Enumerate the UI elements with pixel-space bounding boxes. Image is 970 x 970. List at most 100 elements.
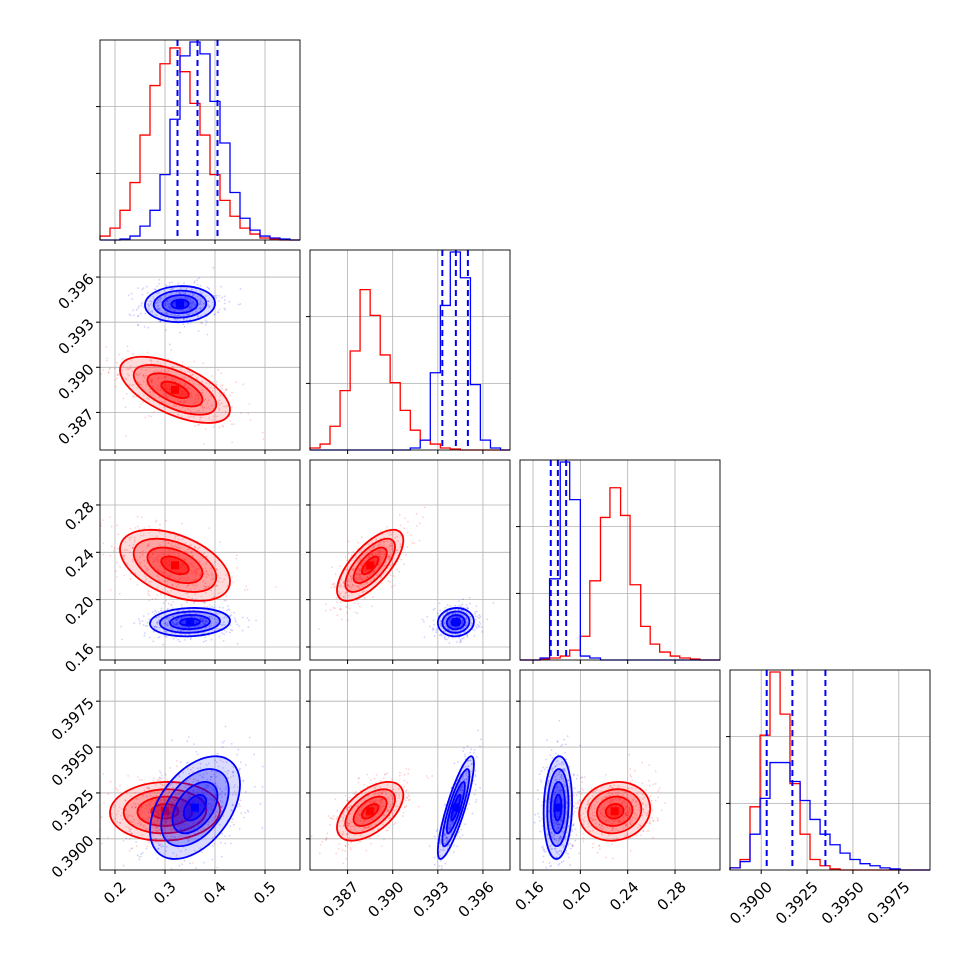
scatter-point: [137, 373, 140, 376]
scatter-point: [609, 785, 611, 787]
scatter-point: [166, 817, 168, 820]
scatter-point: [375, 773, 378, 776]
density-peak-red: [161, 807, 169, 816]
scatter-point: [214, 585, 217, 588]
scatter-point: [142, 380, 145, 383]
scatter-point: [184, 639, 186, 641]
scatter-point: [444, 630, 447, 633]
scatter-point: [129, 821, 132, 823]
scatter-point: [170, 288, 173, 291]
scatter-point: [142, 534, 145, 536]
scatter-point: [382, 790, 385, 793]
scatter-point: [187, 322, 190, 325]
scatter-point: [196, 296, 199, 298]
scatter-point: [179, 578, 182, 580]
scatter-point: [346, 584, 349, 586]
scatter-point: [373, 545, 375, 548]
scatter-point: [188, 612, 191, 615]
scatter-point: [432, 629, 434, 632]
scatter-point: [392, 789, 394, 791]
scatter-point: [615, 828, 617, 830]
scatter-point: [219, 787, 222, 790]
scatter-point: [170, 806, 173, 809]
scatter-point: [344, 845, 347, 847]
scatter-point: [152, 821, 155, 823]
scatter-point: [160, 804, 163, 807]
scatter-point: [189, 300, 192, 303]
scatter-point: [179, 815, 182, 818]
scatter-point: [128, 820, 131, 823]
scatter-point: [230, 614, 233, 617]
scatter-point: [146, 351, 149, 354]
scatter-point: [205, 570, 208, 573]
scatter-point: [383, 838, 385, 841]
scatter-point: [479, 615, 482, 618]
scatter-point: [120, 369, 123, 371]
scatter-point: [127, 294, 130, 297]
scatter-point: [213, 606, 216, 609]
scatter-point: [200, 595, 203, 598]
scatter-point: [356, 830, 358, 833]
scatter-point: [178, 610, 180, 613]
scatter-point: [205, 618, 208, 621]
scatter-point: [184, 291, 187, 294]
scatter-point: [475, 756, 478, 759]
scatter-point: [170, 544, 173, 546]
scatter-point: [459, 836, 461, 838]
scatter-point: [200, 620, 203, 622]
scatter-point: [157, 301, 159, 304]
scatter-point: [210, 770, 213, 773]
scatter-point: [443, 833, 446, 836]
scatter-point: [200, 308, 202, 311]
scatter-point: [206, 809, 209, 812]
scatter-point: [168, 812, 171, 815]
scatter-point: [152, 776, 155, 779]
scatter-point: [332, 583, 335, 586]
scatter-point: [197, 779, 200, 782]
scatter-point: [184, 633, 187, 636]
scatter-point: [625, 832, 628, 835]
scatter-point: [635, 787, 638, 789]
scatter-point: [202, 291, 204, 294]
scatter-point: [444, 846, 447, 849]
scatter-point: [178, 816, 180, 818]
scatter-point: [233, 617, 236, 619]
scatter-point: [433, 628, 435, 630]
scatter-point: [177, 814, 180, 817]
scatter-point: [197, 567, 200, 570]
scatter-point: [212, 407, 215, 409]
scatter-point: [201, 776, 204, 779]
scatter-point: [148, 807, 151, 810]
scatter-point: [198, 303, 201, 306]
scatter-point: [217, 369, 220, 371]
scatter-point: [454, 612, 457, 615]
scatter-point: [348, 806, 350, 809]
scatter-point: [365, 802, 368, 804]
scatter-point: [202, 619, 205, 621]
scatter-point: [214, 561, 217, 563]
scatter-point: [474, 801, 477, 804]
scatter-point: [112, 549, 115, 552]
scatter-point: [136, 374, 139, 377]
scatter-point: [204, 620, 206, 622]
scatter-point: [172, 786, 175, 789]
scatter-point: [189, 410, 192, 413]
scatter-point: [218, 407, 221, 410]
scatter-point: [464, 624, 467, 627]
scatter-point: [205, 570, 208, 572]
scatter-point: [350, 592, 353, 595]
scatter-point: [158, 320, 161, 323]
scatter-point: [176, 314, 179, 317]
scatter-point: [630, 775, 632, 778]
scatter-point: [345, 591, 348, 594]
scatter-point: [584, 807, 587, 810]
scatter-point: [359, 819, 362, 822]
scatter-point: [204, 639, 207, 642]
scatter-point: [140, 403, 143, 406]
scatter-point: [445, 840, 448, 843]
scatter-point: [209, 567, 212, 570]
scatter-point: [380, 799, 383, 801]
scatter-point: [191, 288, 193, 291]
pair-panel-3-2: [516, 669, 721, 874]
scatter-point: [462, 637, 465, 640]
